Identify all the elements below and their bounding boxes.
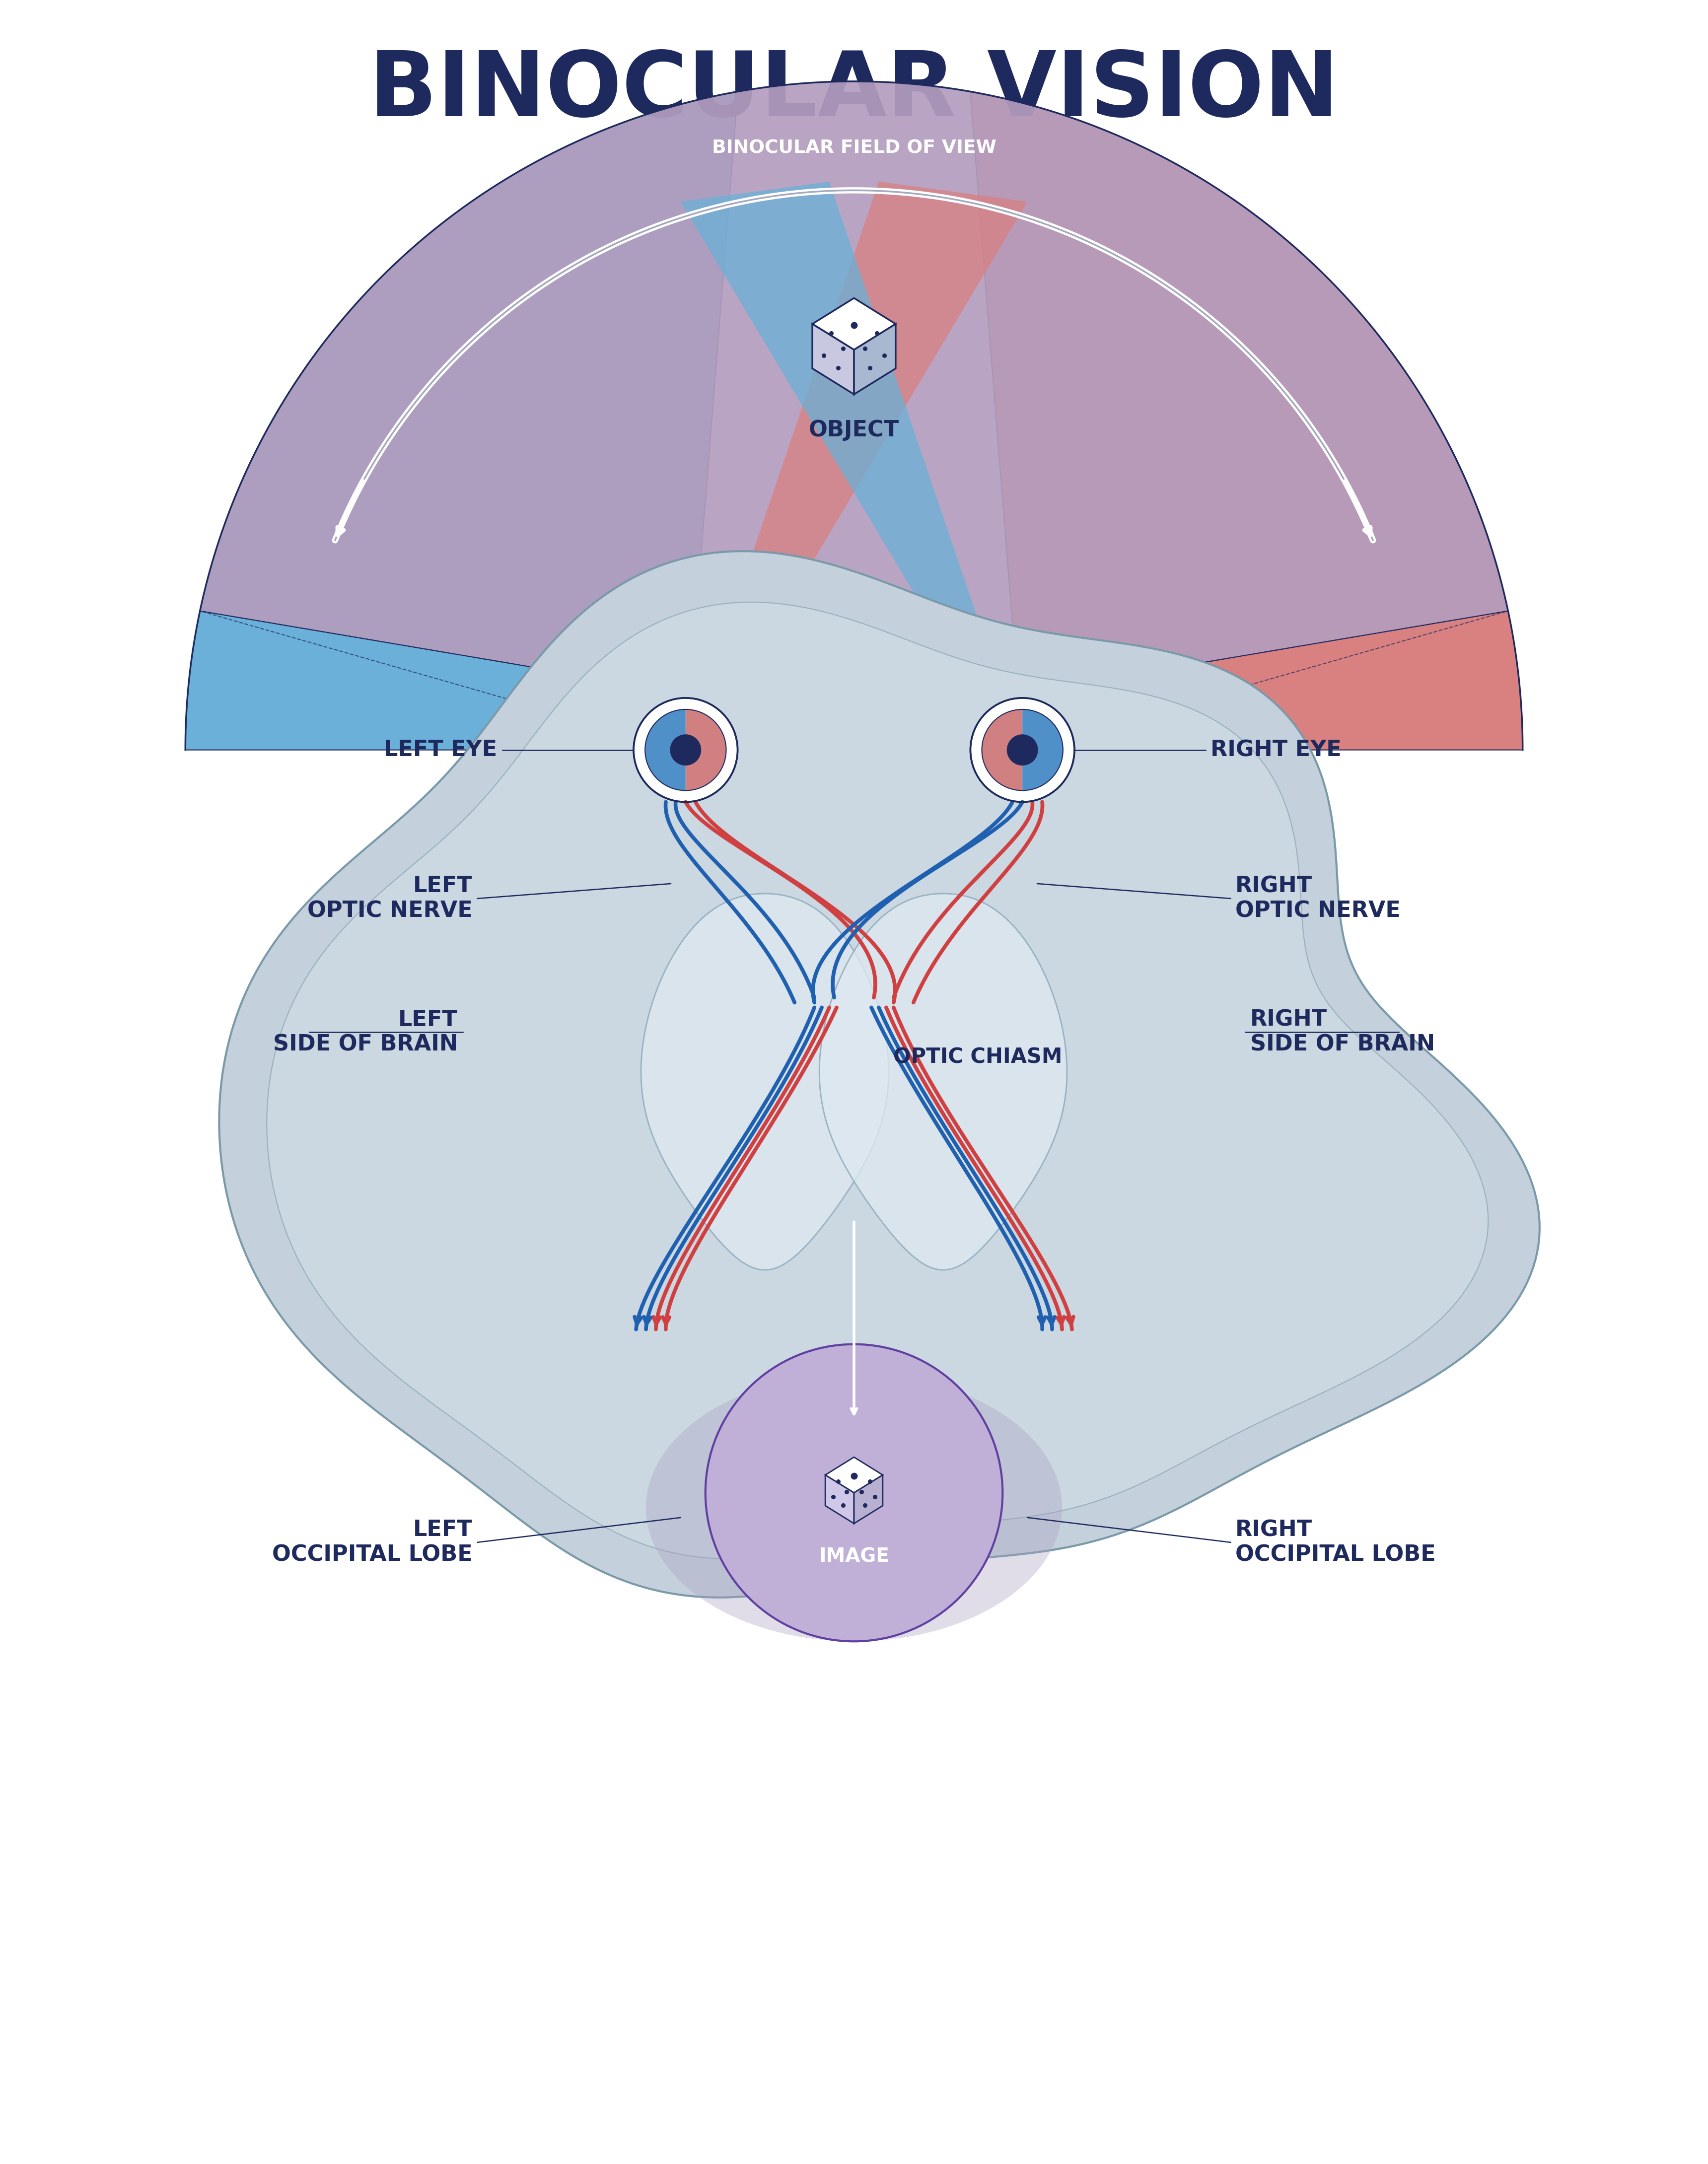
Polygon shape <box>970 91 1522 751</box>
Text: RIGHT
OPTIC NERVE: RIGHT OPTIC NERVE <box>1235 876 1401 922</box>
Circle shape <box>634 699 738 803</box>
Circle shape <box>970 699 1074 803</box>
Circle shape <box>705 1344 1003 1640</box>
Polygon shape <box>680 182 1021 751</box>
Polygon shape <box>200 82 1508 751</box>
Polygon shape <box>640 894 888 1270</box>
Text: OBJECT: OBJECT <box>808 420 898 441</box>
Text: BINOCULAR FIELD OF VIEW: BINOCULAR FIELD OF VIEW <box>712 138 996 158</box>
Polygon shape <box>854 325 895 394</box>
Text: IMAGE: IMAGE <box>818 1547 888 1567</box>
Text: RIGHT
SIDE OF BRAIN: RIGHT SIDE OF BRAIN <box>1250 1008 1435 1056</box>
Polygon shape <box>825 1456 883 1493</box>
Wedge shape <box>982 710 1021 790</box>
Polygon shape <box>685 182 1027 751</box>
Text: LEFT
SIDE OF BRAIN: LEFT SIDE OF BRAIN <box>273 1008 458 1056</box>
Text: BINOCULAR VISION: BINOCULAR VISION <box>369 48 1339 134</box>
Polygon shape <box>219 552 1539 1597</box>
Text: LEFT EYE: LEFT EYE <box>384 740 497 760</box>
Wedge shape <box>646 710 685 790</box>
Polygon shape <box>811 325 854 394</box>
Polygon shape <box>854 1476 883 1523</box>
Polygon shape <box>811 299 895 351</box>
Polygon shape <box>184 91 738 751</box>
Circle shape <box>1006 734 1038 766</box>
Wedge shape <box>685 710 726 790</box>
Polygon shape <box>820 894 1068 1270</box>
Polygon shape <box>266 602 1488 1558</box>
Ellipse shape <box>646 1374 1062 1640</box>
Text: OPTIC CHIASM: OPTIC CHIASM <box>893 1047 1062 1067</box>
Text: LEFT
OPTIC NERVE: LEFT OPTIC NERVE <box>307 876 473 922</box>
Circle shape <box>670 734 700 766</box>
Text: RIGHT
OCCIPITAL LOBE: RIGHT OCCIPITAL LOBE <box>1235 1519 1435 1565</box>
Polygon shape <box>825 1476 854 1523</box>
Text: RIGHT EYE: RIGHT EYE <box>1211 740 1341 760</box>
Text: LEFT
OCCIPITAL LOBE: LEFT OCCIPITAL LOBE <box>272 1519 473 1565</box>
Wedge shape <box>1021 710 1062 790</box>
